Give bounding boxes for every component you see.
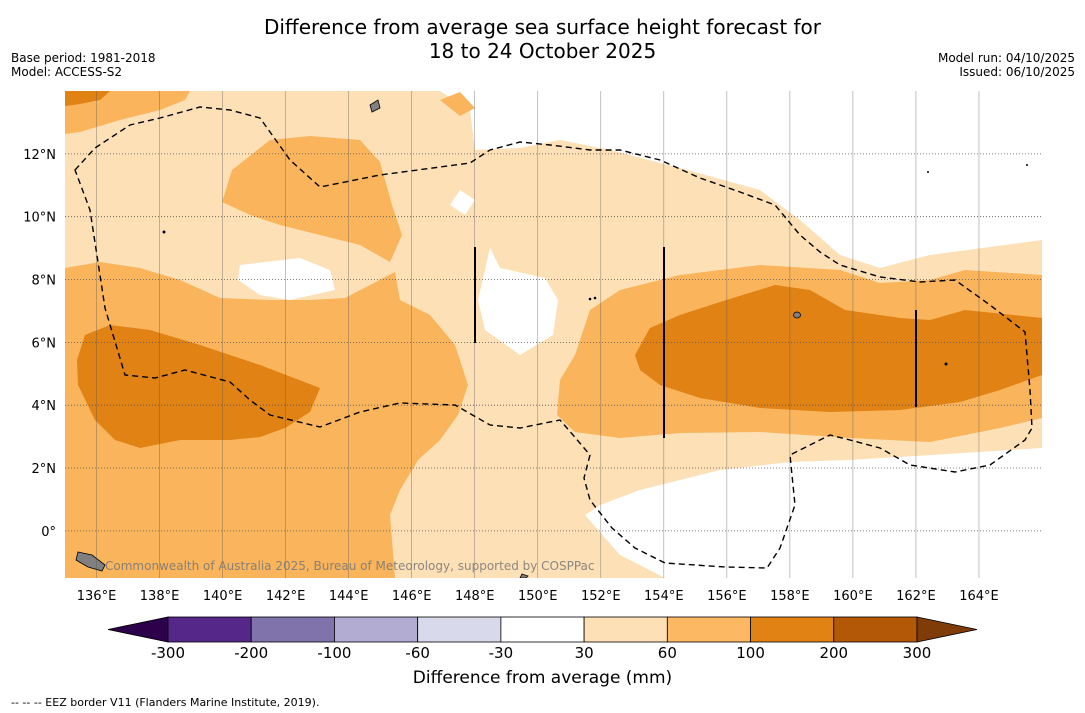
watermark: Commonwealth of Australia 2025, Bureau o… — [105, 559, 595, 573]
meta-left: Base period: 1981-2018 Model: ACCESS-S2 — [11, 51, 156, 79]
colorbar-tick-label: 300 — [903, 644, 932, 662]
colorbar-tick-label: 60 — [658, 644, 677, 662]
colorbar-segment — [250, 616, 335, 643]
lon-tick-label: 150°E — [518, 589, 558, 604]
island-south — [519, 573, 529, 578]
lon-tick-label: 158°E — [770, 589, 810, 604]
colorbar-tick-label: -200 — [234, 644, 268, 662]
colorbar-segment — [334, 616, 419, 643]
anomaly-band-60-100-spot — [440, 92, 475, 116]
colorbar-segment — [583, 616, 668, 643]
meta-right: Model run: 04/10/2025 Issued: 06/10/2025 — [938, 51, 1075, 79]
lon-tick-label: 164°E — [959, 589, 999, 604]
lon-tick-label: 152°E — [581, 589, 621, 604]
anomaly-band-100-200-east — [635, 285, 1042, 412]
model-name: Model: ACCESS-S2 — [11, 65, 123, 79]
colorbar-tick-label: -300 — [151, 644, 185, 662]
atoll-2 — [593, 296, 597, 300]
lon-tick-label: 140°E — [203, 589, 243, 604]
anomaly-band-100-200-nw — [65, 91, 110, 106]
colorbar-segment — [500, 616, 585, 643]
colorbar-title: Difference from average (mm) — [412, 668, 673, 688]
colorbar-segment — [666, 616, 751, 643]
model-run: Model run: 04/10/2025 — [937, 51, 1075, 65]
axis-tick-labels: 136°E 138°E 140°E 142°E 144°E 146°E 148°E 150°E… — [23, 148, 999, 604]
colorbar-segment — [750, 616, 835, 643]
lat-tick-label: 0° — [41, 525, 56, 540]
issued-date: Issued: 06/10/2025 — [959, 65, 1075, 79]
neutral-region-south — [585, 448, 1042, 578]
map-panel: Commonwealth of Australia 2025, Bureau o… — [65, 91, 1042, 578]
colorbar-tick-label: 100 — [736, 644, 765, 662]
lon-tick-label: 154°E — [644, 589, 684, 604]
lon-tick-label: 146°E — [392, 589, 432, 604]
colorbar-tick-label: -100 — [317, 644, 351, 662]
neutral-region-west — [238, 258, 335, 300]
island-north — [369, 99, 381, 113]
lon-tick-label: 148°E — [455, 589, 495, 604]
lat-tick-label: 4°N — [32, 399, 57, 414]
lon-tick-label: 156°E — [707, 589, 747, 604]
neutral-region-north-east — [300, 91, 1042, 268]
lat-tick-label: 2°N — [32, 462, 57, 477]
map-title: Difference from average sea surface heig… — [0, 15, 1085, 63]
title-line-1: Difference from average sea surface heig… — [263, 15, 822, 39]
anomaly-band-60-100-north — [222, 136, 402, 262]
base-period: Base period: 1981-2018 — [11, 51, 156, 65]
atoll-6 — [1026, 164, 1028, 166]
lon-tick-label: 138°E — [140, 589, 180, 604]
lat-tick-label: 10°N — [23, 211, 56, 226]
colorbar: -300 -200 -100 -60 -30 30 60 100 200 300 — [107, 616, 978, 662]
colorbar-tick-label: 200 — [819, 644, 848, 662]
atoll-5 — [944, 362, 948, 366]
island-southwest — [75, 551, 106, 572]
island-east — [793, 311, 801, 319]
anomaly-band-100-200-west — [77, 325, 320, 448]
colorbar-segment — [167, 616, 252, 643]
colorbar-segment — [417, 616, 502, 643]
lat-tick-label: 12°N — [23, 148, 56, 163]
lon-tick-label: 136°E — [77, 589, 117, 604]
neutral-region-small — [450, 190, 475, 215]
eez-footnote: -- -- -- EEZ border V11 (Flanders Marine… — [11, 696, 320, 709]
colorbar-tick-label: -30 — [489, 644, 514, 662]
lat-tick-label: 8°N — [32, 274, 57, 289]
colorbar-tick-label: -60 — [405, 644, 430, 662]
atoll-4 — [927, 171, 929, 173]
colorbar-tick-label: 30 — [575, 644, 594, 662]
atoll-3 — [162, 230, 166, 234]
lon-tick-label: 160°E — [833, 589, 873, 604]
colorbar-segment — [833, 616, 918, 643]
eez-border — [74, 106, 1033, 569]
lat-tick-label: 6°N — [32, 336, 57, 351]
lon-tick-label: 162°E — [896, 589, 936, 604]
colorbar-extend-high — [916, 616, 978, 643]
title-line-2: 18 to 24 October 2025 — [428, 39, 657, 63]
atoll-1 — [588, 297, 592, 301]
lon-tick-label: 142°E — [266, 589, 306, 604]
colorbar-extend-low — [107, 616, 169, 643]
lon-tick-label: 144°E — [329, 589, 369, 604]
